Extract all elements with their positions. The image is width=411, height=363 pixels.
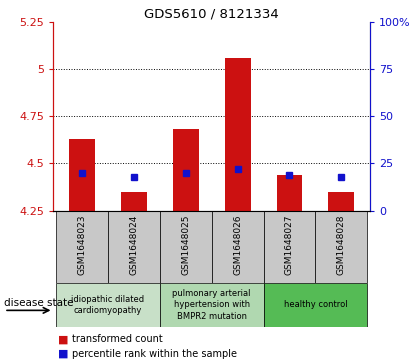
Bar [263,211,315,283]
Bar [160,211,212,283]
Text: ■: ■ [58,334,68,344]
Text: GSM1648028: GSM1648028 [337,214,346,275]
Text: pulmonary arterial
hypertension with
BMPR2 mutation: pulmonary arterial hypertension with BMP… [173,289,251,321]
Bar [69,139,95,211]
Text: healthy control: healthy control [284,301,347,309]
Bar [56,211,108,283]
Text: GSM1648025: GSM1648025 [181,214,190,275]
Bar [315,211,367,283]
Text: GSM1648024: GSM1648024 [129,214,139,274]
Bar [160,283,263,327]
Text: GSM1648026: GSM1648026 [233,214,242,275]
Text: GSM1648027: GSM1648027 [285,214,294,275]
Bar [108,211,160,283]
Bar [225,58,251,211]
Text: GSM1648023: GSM1648023 [77,214,86,275]
Bar [56,283,160,327]
Text: transformed count: transformed count [72,334,163,344]
Bar [121,192,147,211]
Title: GDS5610 / 8121334: GDS5610 / 8121334 [144,8,279,21]
Bar [173,129,199,211]
Text: disease state: disease state [4,298,74,308]
Text: idiopathic dilated
cardiomyopathy: idiopathic dilated cardiomyopathy [72,295,145,315]
Bar [277,175,302,211]
Bar [328,192,354,211]
Bar [212,211,263,283]
Text: ■: ■ [58,349,68,359]
Bar [263,283,367,327]
Text: percentile rank within the sample: percentile rank within the sample [72,349,237,359]
